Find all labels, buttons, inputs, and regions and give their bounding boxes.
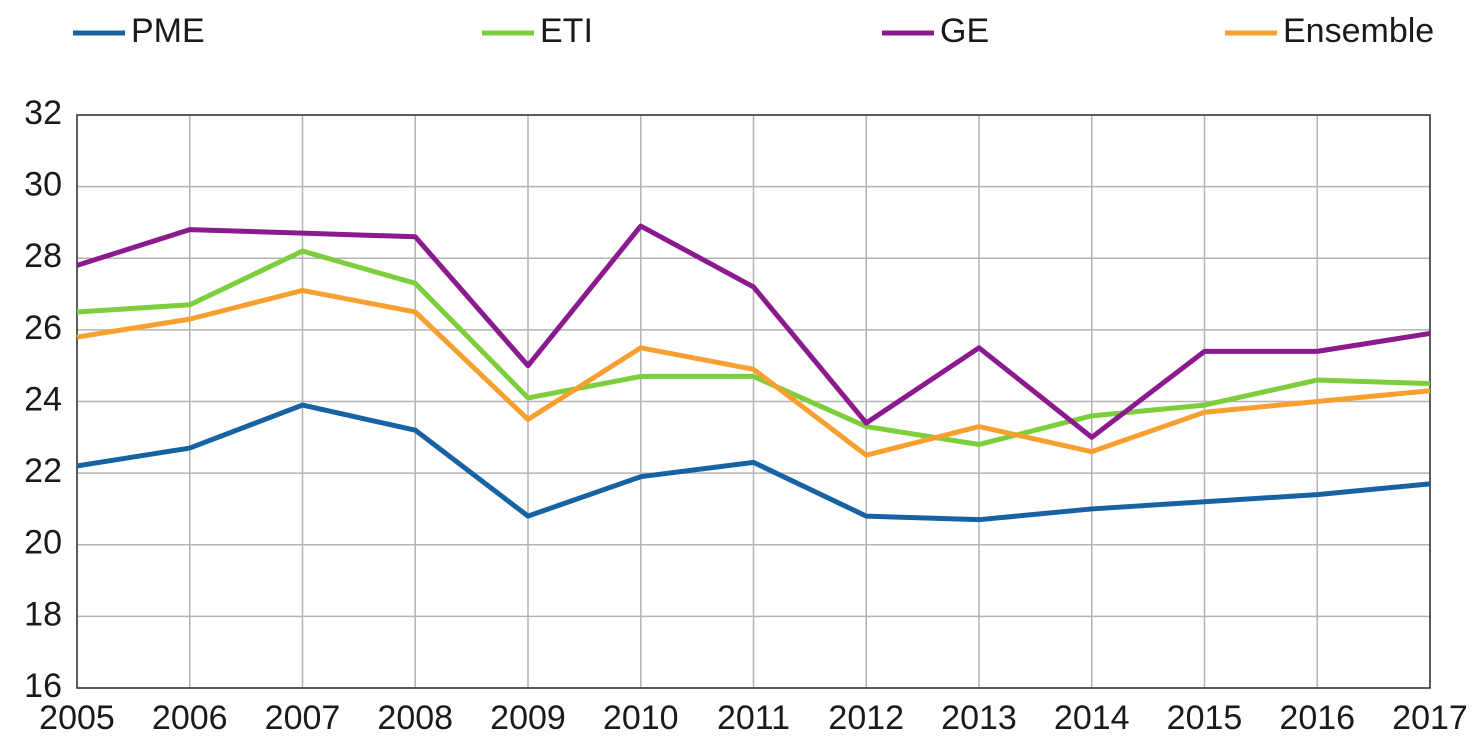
x-tick-label: 2007 [265, 699, 341, 737]
line [76, 287, 1431, 458]
y-tick-label: 30 [24, 166, 62, 204]
x-tick-label: 2017 [1392, 699, 1468, 737]
y-tick-label: 20 [24, 524, 62, 562]
line [76, 223, 1431, 440]
line [76, 248, 1431, 447]
y-tick-label: 16 [24, 667, 62, 705]
x-tick-label: 2013 [941, 699, 1017, 737]
y-tick-label: 32 [24, 94, 62, 132]
x-tick-label: 2010 [603, 699, 679, 737]
line [76, 402, 1431, 523]
legend-label: ETI [540, 12, 593, 50]
x-tick-label: 2011 [717, 699, 790, 737]
x-tick-label: 2008 [377, 699, 453, 737]
x-tick-label: 2012 [828, 699, 904, 737]
x-tick-label: 2016 [1279, 699, 1355, 737]
plot-border [76, 114, 1431, 689]
y-tick-label: 22 [24, 452, 62, 490]
x-tick-label: 2009 [490, 699, 566, 737]
x-tick-label: 2015 [1167, 699, 1243, 737]
legend-label: PME [131, 12, 205, 50]
legend-label: Ensemble [1283, 12, 1434, 50]
x-tick-label: 2005 [39, 699, 115, 737]
y-tick-label: 26 [24, 309, 62, 347]
y-tick-label: 18 [24, 595, 62, 633]
y-tick-label: 28 [24, 237, 62, 275]
y-tick-label: 24 [24, 380, 62, 418]
legend-label: GE [940, 12, 989, 50]
x-tick-label: 2014 [1054, 699, 1130, 737]
x-tick-label: 2006 [152, 699, 228, 737]
